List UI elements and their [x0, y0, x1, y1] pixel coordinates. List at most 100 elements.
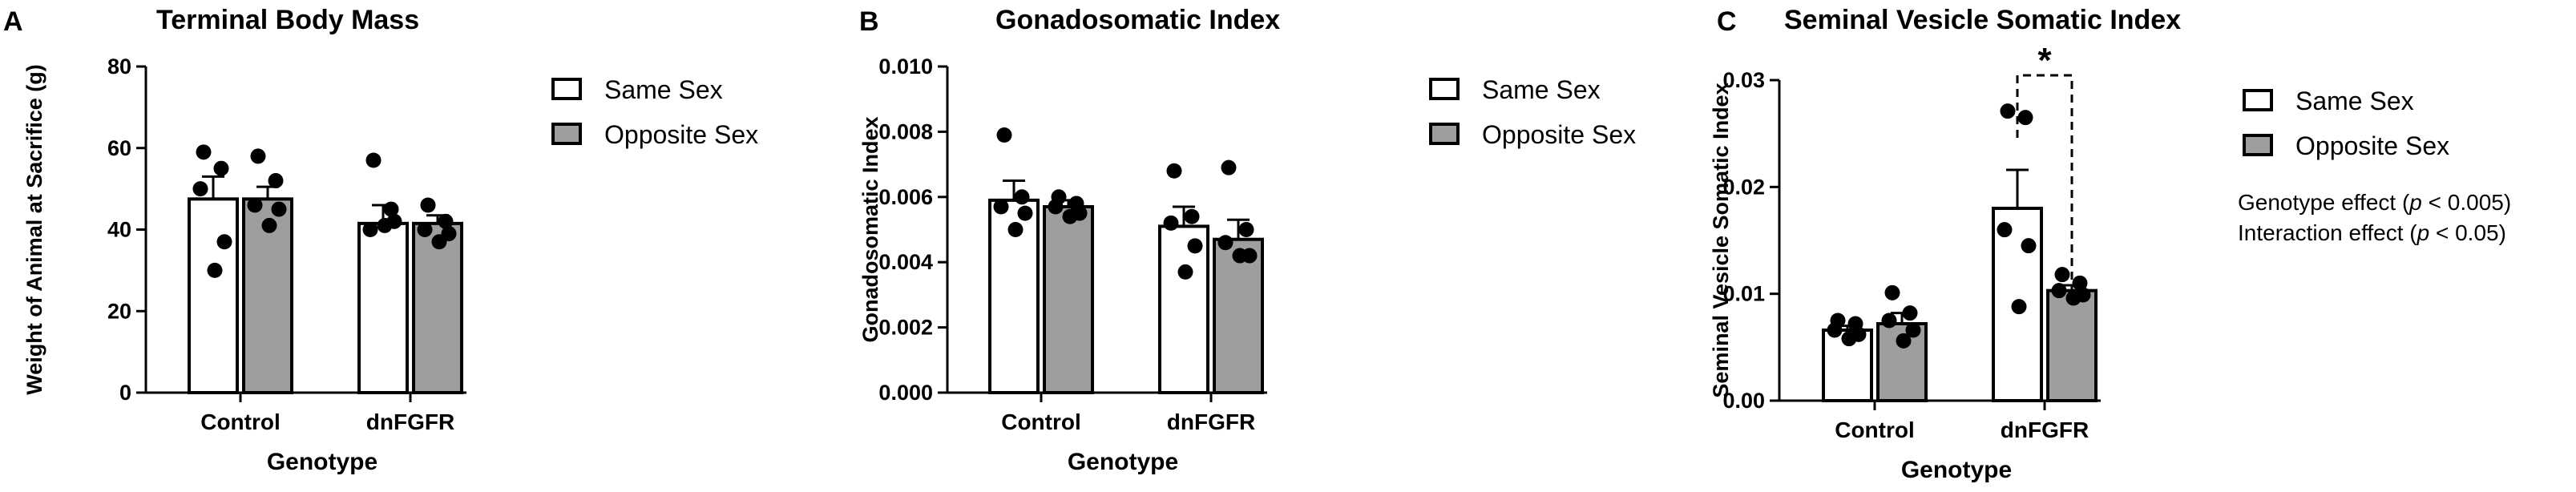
x-category-label: dnFGFR [2001, 417, 2089, 442]
bar-opposite-sex [412, 221, 463, 394]
data-point [268, 172, 284, 188]
legend-label: Opposite Sex [2295, 131, 2449, 160]
legend-label: Same Sex [1482, 75, 1601, 104]
data-point [216, 234, 232, 250]
panel-label: B [859, 6, 879, 37]
data-point [2072, 275, 2088, 291]
data-point [213, 160, 229, 176]
stats-note-threshold: < 0.05) [2429, 220, 2506, 245]
data-point [438, 213, 454, 229]
data-point [196, 144, 212, 160]
data-point [1014, 189, 1030, 205]
legend-label: Opposite Sex [604, 120, 758, 149]
bar-opposite-sex [1876, 322, 1928, 402]
data-point [1166, 163, 1182, 179]
data-point [1007, 222, 1024, 237]
data-point [1017, 205, 1033, 221]
data-point [1048, 199, 1064, 215]
data-point [1884, 284, 1900, 300]
chart-gonadosomatic-index: B Gonadosomatic Index 0.000 0.002 0.004 0.006… [858, 5, 1636, 475]
data-point [1163, 215, 1179, 231]
data-point [1221, 159, 1237, 175]
y-tick-label: 0.01 [1722, 282, 1765, 306]
data-point [2051, 283, 2067, 299]
bar-opposite-sex [1213, 237, 1264, 394]
y-tick-label: 0.004 [878, 250, 933, 274]
panel-c-seminal-vesicle-somatic-index: C Seminal Vesicle Somatic Index 0.00 0.01 0.… [1709, 0, 2576, 492]
x-category-label: dnFGFR [366, 409, 454, 434]
data-point [1881, 313, 1897, 329]
significance-bracket [2016, 74, 2073, 280]
chart-title: Seminal Vesicle Somatic Index [1784, 5, 2181, 35]
chart-seminal-vesicle-somatic-index: C Seminal Vesicle Somatic Index0.000.010.… [1709, 5, 2511, 483]
bar-same-sex [188, 197, 239, 394]
data-point [996, 127, 1012, 143]
data-point [271, 201, 287, 217]
y-tick-label: 80 [107, 54, 131, 79]
y-tick-label: 0 [119, 381, 131, 405]
data-point [362, 222, 378, 237]
data-point [417, 222, 433, 237]
data-point [207, 262, 223, 278]
stats-note-threshold: < 0.005) [2422, 190, 2511, 215]
x-category-label: dnFGFR [1167, 409, 1255, 434]
x-category-label: Control [200, 409, 281, 434]
y-tick-label: 40 [107, 218, 131, 242]
legend-label: Same Sex [2295, 87, 2414, 115]
data-point [2021, 238, 2037, 254]
y-tick-label: 0.006 [878, 185, 933, 209]
y-axis-label: Gonadosomatic Index [858, 116, 882, 342]
data-point [261, 217, 277, 233]
bar-opposite-sex [2046, 288, 2098, 402]
y-axis-label: Weight of Animal at Sacrifice (g) [22, 64, 46, 395]
stats-note-text: Interaction effect ( [2238, 220, 2417, 245]
data-point [192, 181, 208, 197]
data-point [2017, 110, 2033, 126]
data-point [1184, 208, 1200, 224]
legend-label: Same Sex [604, 75, 723, 104]
y-tick-label: 0.008 [878, 119, 933, 143]
legend-label: Opposite Sex [1482, 120, 1636, 149]
y-tick-label: 0.02 [1722, 175, 1765, 199]
y-tick-label: 0.002 [878, 316, 933, 340]
stats-note-p: p [2408, 190, 2422, 215]
legend-swatch [1429, 78, 1460, 100]
chart-title: Gonadosomatic Index [995, 5, 1280, 35]
chart-title: Terminal Body Mass [156, 5, 419, 35]
stats-note-p: p [2417, 220, 2430, 245]
significance-star: * [2037, 41, 2052, 80]
stats-note-text: Genotype effect ( [2238, 190, 2410, 215]
data-point [420, 197, 436, 213]
data-point [993, 199, 1009, 215]
data-point [1232, 248, 1248, 264]
panel-a-terminal-body-mass: A Terminal Body Mass 0 20 40 60 80 Weight of An… [0, 0, 858, 492]
data-point [1997, 222, 2013, 238]
data-point [1905, 322, 1921, 338]
data-point [1062, 208, 1078, 224]
data-point [1217, 235, 1233, 251]
data-point [1896, 333, 1912, 349]
data-point [247, 197, 263, 213]
data-point [2054, 267, 2070, 283]
x-axis-label: Genotype [267, 449, 378, 475]
data-point [1238, 222, 1254, 237]
data-point [1841, 331, 1857, 347]
data-point [365, 152, 382, 168]
data-point [2065, 290, 2081, 306]
legend-swatch [2243, 134, 2273, 156]
y-tick-label: 0.000 [878, 381, 933, 405]
data-point [2011, 299, 2027, 315]
data-point [383, 201, 399, 217]
y-tick-label: 0.03 [1722, 68, 1765, 92]
y-axis-label: Seminal Vesicle Somatic Index [1709, 83, 1733, 397]
data-point [1187, 238, 1203, 254]
data-point [1902, 305, 1918, 321]
y-tick-label: 20 [107, 299, 131, 323]
x-category-label: Control [1835, 417, 1915, 442]
x-axis-label: Genotype [1901, 457, 2012, 483]
legend-swatch [551, 123, 582, 145]
y-tick-label: 60 [107, 136, 131, 160]
bar-same-sex [1158, 224, 1209, 394]
data-point [2000, 103, 2016, 119]
bar-same-sex [357, 221, 409, 394]
